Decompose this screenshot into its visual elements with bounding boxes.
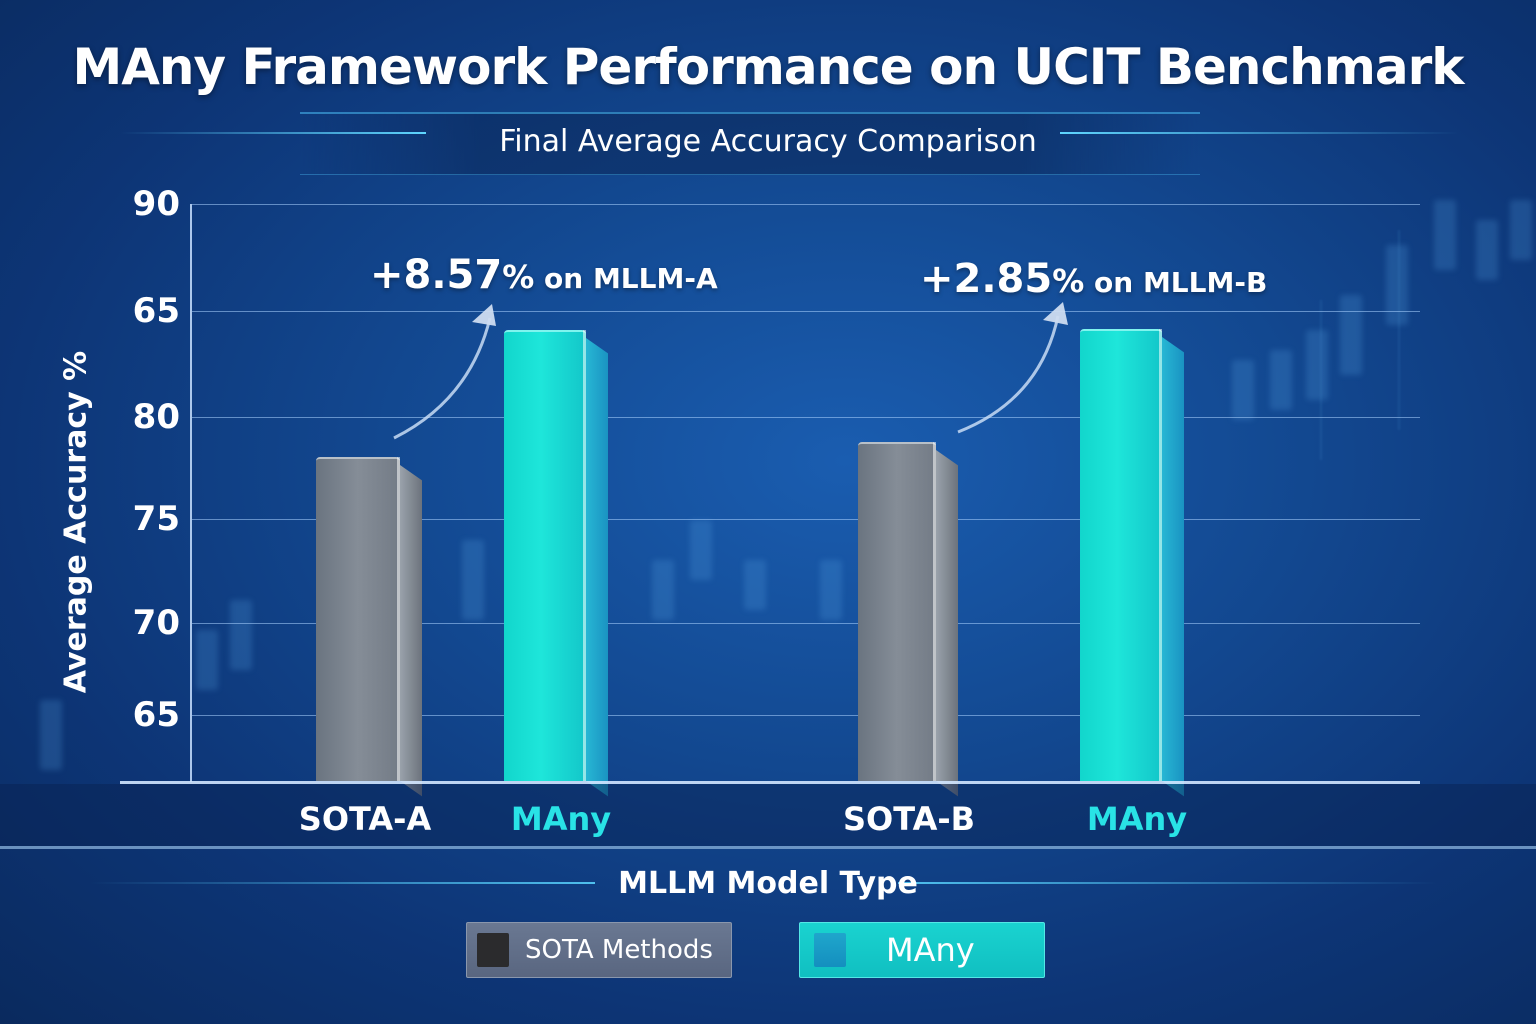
legend-label: MAny [886, 931, 975, 969]
y-tick: 90 [132, 184, 180, 224]
annotation-mllm-a: +8.57% on MLLM-A [370, 252, 718, 298]
legend-item-sota[interactable]: SOTA Methods [466, 922, 732, 978]
gridline [192, 417, 1420, 418]
gridline [192, 311, 1420, 312]
arrowhead-icon [472, 304, 496, 326]
y-tick: 70 [132, 603, 180, 643]
teal-square-swatch-icon [814, 933, 846, 967]
y-tick: 65 [132, 695, 180, 735]
y-tick: 65 [132, 291, 180, 331]
y-axis-line [190, 204, 192, 782]
curved-arrow-icon [393, 317, 492, 440]
legend-label: SOTA Methods [525, 935, 713, 965]
bar-many-b [1080, 329, 1184, 797]
x-axis-line [120, 781, 1420, 784]
x-tick-sota-b: SOTA-B [842, 800, 976, 838]
curved-arrow-icon [957, 315, 1060, 434]
x-title-divider-right [898, 882, 1438, 884]
x-axis-band [0, 784, 1536, 849]
bar-many-a [504, 330, 608, 797]
legend-item-many[interactable]: MAny [799, 922, 1045, 978]
x-tick-many-b: MAny [1086, 800, 1188, 838]
annotation-suffix: on MLLM-A [534, 262, 718, 295]
x-axis-title: MLLM Model Type [618, 866, 918, 901]
bar-sota-a [316, 457, 422, 797]
gridline [192, 204, 1420, 205]
subtitle-divider-right [1060, 132, 1460, 134]
gridline [192, 715, 1420, 716]
x-tick-many-a: MAny [510, 800, 612, 838]
annotation-percent: % [1052, 262, 1085, 300]
subtitle-divider-left [120, 132, 426, 134]
chart-subtitle: Final Average Accuracy Comparison [499, 124, 1037, 159]
dark-square-swatch-icon [477, 933, 509, 967]
chart-title: MAny Framework Performance on UCIT Bench… [72, 38, 1464, 96]
annotation-mllm-b: +2.85% on MLLM-B [920, 256, 1267, 302]
arrowhead-icon [1043, 302, 1068, 325]
annotation-suffix: on MLLM-B [1084, 266, 1268, 299]
x-title-divider-left [90, 882, 595, 884]
y-tick: 80 [132, 397, 180, 437]
annotation-percent: % [502, 258, 535, 296]
y-tick: 75 [132, 499, 180, 539]
x-tick-sota-a: SOTA-A [298, 800, 432, 838]
gridline [192, 519, 1420, 520]
annotation-value: +8.57 [370, 252, 503, 298]
gridline [192, 623, 1420, 624]
subtitle-band [300, 112, 1200, 175]
bar-sota-b [858, 442, 958, 797]
annotation-value: +2.85 [920, 256, 1053, 302]
